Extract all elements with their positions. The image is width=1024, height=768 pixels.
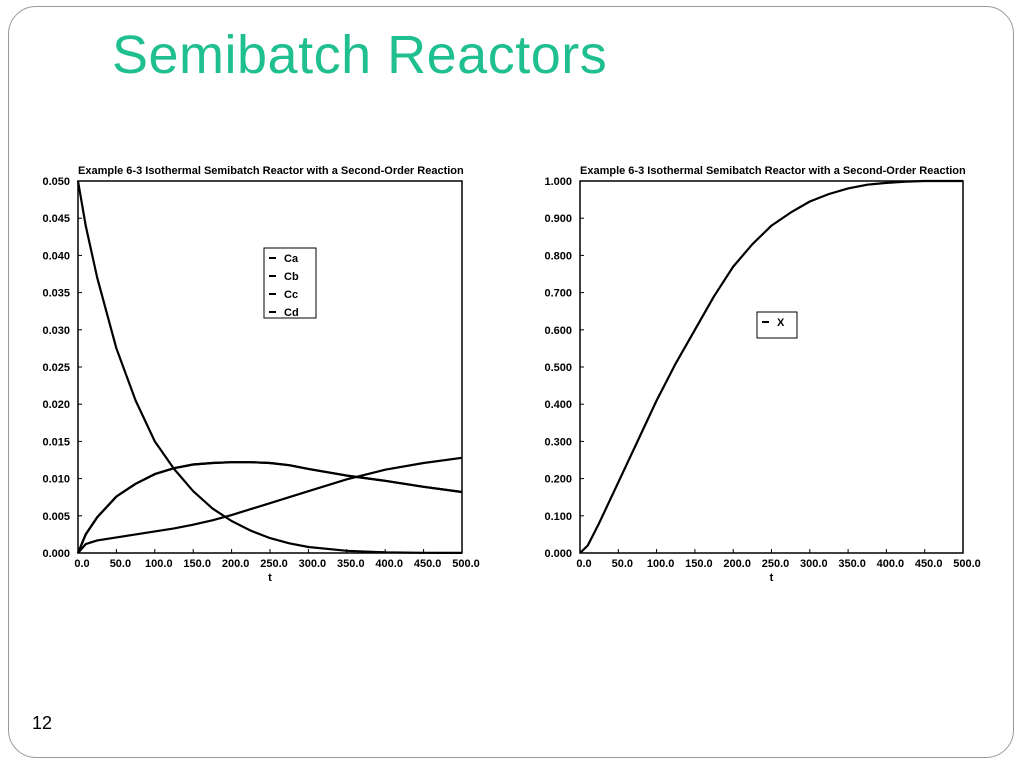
page-number: 12 <box>32 713 53 733</box>
x-tick-label: 500.0 <box>452 558 480 570</box>
y-tick-label: 0.010 <box>42 474 70 486</box>
slide-title: Semibatch Reactors <box>112 25 608 85</box>
series-line-cb <box>77 456 463 554</box>
x-tick-label: 350.0 <box>838 558 866 570</box>
x-tick-label: 200.0 <box>723 558 751 570</box>
x-tick-label: 0.0 <box>74 558 89 570</box>
x-axis-label: t <box>770 572 774 584</box>
y-tick-label: 0.005 <box>42 511 70 523</box>
x-tick-label: 50.0 <box>110 558 131 570</box>
y-tick-label: 0.800 <box>544 250 572 262</box>
y-tick-label: 0.200 <box>544 474 572 486</box>
series-line-ca <box>76 180 463 554</box>
legend-label-cd: Cd <box>284 307 299 319</box>
y-tick-label: 0.040 <box>42 250 70 262</box>
y-tick-label: 0.400 <box>544 399 572 411</box>
legend-label-cc: Cc <box>284 289 298 301</box>
y-tick-label: 0.020 <box>42 399 70 411</box>
x-tick-label: 150.0 <box>183 558 211 570</box>
x-tick-label: 50.0 <box>612 558 633 570</box>
x-tick-label: 400.0 <box>877 558 905 570</box>
y-tick-label: 0.700 <box>544 288 572 300</box>
y-tick-label: 0.015 <box>42 436 70 448</box>
x-axis-label: t <box>268 572 272 584</box>
y-tick-label: 0.035 <box>42 288 70 300</box>
x-tick-label: 350.0 <box>337 558 365 570</box>
y-tick-label: 0.100 <box>544 511 572 523</box>
x-tick-label: 150.0 <box>685 558 713 570</box>
x-tick-label: 250.0 <box>762 558 790 570</box>
y-tick-label: 1.000 <box>544 176 572 188</box>
y-tick-label: 0.600 <box>544 325 572 337</box>
legend-label-ca: Ca <box>284 253 299 265</box>
x-tick-label: 450.0 <box>915 558 943 570</box>
y-tick-label: 0.030 <box>42 325 70 337</box>
x-tick-label: 250.0 <box>260 558 288 570</box>
legend-box <box>756 311 798 339</box>
y-tick-label: 0.500 <box>544 362 572 374</box>
y-tick-label: 0.300 <box>544 436 572 448</box>
y-tick-label: 0.050 <box>42 176 70 188</box>
legend-box <box>263 247 317 319</box>
x-tick-label: 400.0 <box>375 558 403 570</box>
y-tick-label: 0.025 <box>42 362 70 374</box>
x-tick-label: 100.0 <box>145 558 173 570</box>
x-tick-label: 300.0 <box>800 558 828 570</box>
y-tick-label: 0.000 <box>544 548 572 560</box>
x-tick-label: 500.0 <box>953 558 981 570</box>
x-tick-label: 0.0 <box>576 558 591 570</box>
chart-title: Example 6-3 Isothermal Semibatch Reactor… <box>78 165 464 177</box>
x-tick-label: 100.0 <box>647 558 675 570</box>
chart-title: Example 6-3 Isothermal Semibatch Reactor… <box>580 165 966 177</box>
x-tick-label: 300.0 <box>299 558 327 570</box>
y-tick-label: 0.045 <box>42 213 70 225</box>
plot-frame <box>579 180 964 554</box>
legend-label-x: X <box>777 317 785 329</box>
slide-frame <box>8 6 1014 758</box>
x-tick-label: 200.0 <box>222 558 250 570</box>
series-line-cd <box>76 461 463 554</box>
series-line-x <box>579 179 963 554</box>
y-tick-label: 0.000 <box>42 548 70 560</box>
x-tick-label: 450.0 <box>414 558 442 570</box>
y-tick-label: 0.900 <box>544 213 572 225</box>
legend-label-cb: Cb <box>284 271 299 283</box>
